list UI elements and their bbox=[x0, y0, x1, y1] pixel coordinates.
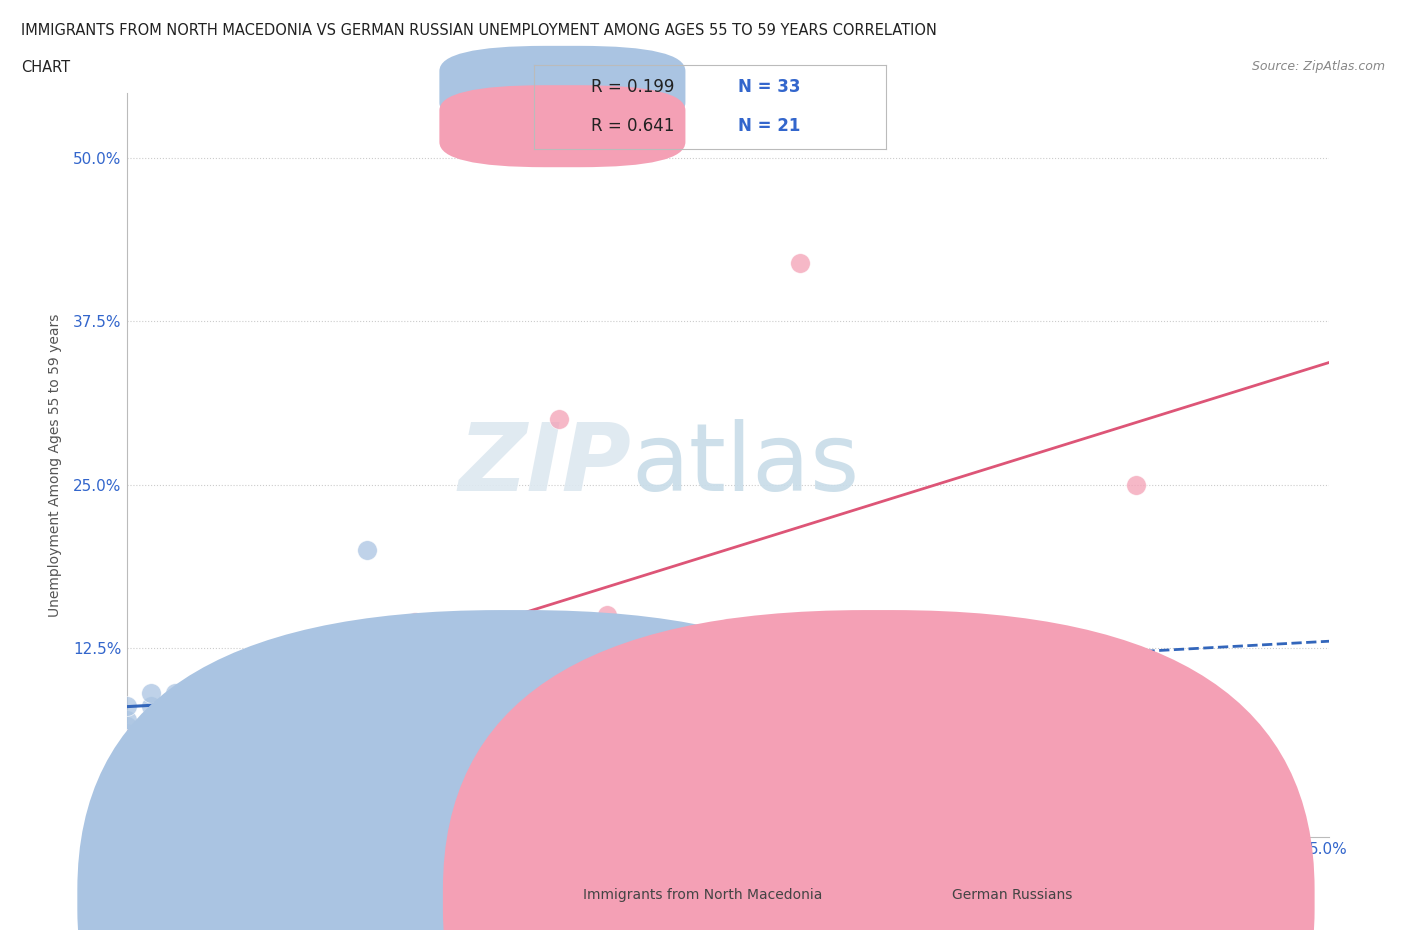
Point bbox=[356, 640, 378, 655]
Point bbox=[115, 712, 138, 727]
Point bbox=[235, 686, 259, 701]
Point bbox=[332, 673, 354, 688]
Point bbox=[115, 732, 138, 747]
Point bbox=[187, 699, 209, 714]
Point bbox=[187, 725, 209, 740]
Point bbox=[139, 725, 162, 740]
Point bbox=[644, 660, 666, 675]
Point bbox=[115, 732, 138, 747]
Point bbox=[501, 627, 523, 642]
Point bbox=[115, 745, 138, 760]
FancyBboxPatch shape bbox=[439, 86, 686, 167]
Text: R = 0.641: R = 0.641 bbox=[591, 117, 673, 135]
Y-axis label: Unemployment Among Ages 55 to 59 years: Unemployment Among Ages 55 to 59 years bbox=[48, 313, 62, 617]
Point bbox=[187, 706, 209, 721]
Point bbox=[716, 667, 740, 682]
Point bbox=[115, 725, 138, 740]
Point bbox=[284, 686, 307, 701]
Point bbox=[163, 725, 186, 740]
Point bbox=[501, 654, 523, 669]
Point bbox=[163, 732, 186, 747]
Point bbox=[260, 673, 283, 688]
Point bbox=[139, 751, 162, 766]
Point bbox=[956, 627, 979, 642]
Point bbox=[1125, 477, 1147, 492]
Point bbox=[596, 607, 619, 622]
Text: R = 0.199: R = 0.199 bbox=[591, 78, 673, 96]
Text: N = 33: N = 33 bbox=[738, 78, 800, 96]
Text: German Russians: German Russians bbox=[952, 887, 1073, 902]
Point bbox=[356, 542, 378, 557]
Point bbox=[139, 732, 162, 747]
Point bbox=[139, 712, 162, 727]
Point bbox=[115, 719, 138, 734]
Text: IMMIGRANTS FROM NORTH MACEDONIA VS GERMAN RUSSIAN UNEMPLOYMENT AMONG AGES 55 TO : IMMIGRANTS FROM NORTH MACEDONIA VS GERMA… bbox=[21, 23, 936, 38]
Text: Immigrants from North Macedonia: Immigrants from North Macedonia bbox=[583, 887, 823, 902]
Point bbox=[884, 673, 907, 688]
Point bbox=[548, 667, 571, 682]
Point bbox=[211, 725, 233, 740]
Point bbox=[404, 654, 426, 669]
Text: N = 21: N = 21 bbox=[738, 117, 800, 135]
Point bbox=[789, 667, 811, 682]
Point bbox=[1029, 680, 1052, 695]
FancyBboxPatch shape bbox=[439, 46, 686, 128]
Point bbox=[187, 712, 209, 727]
Point bbox=[163, 686, 186, 701]
Text: CHART: CHART bbox=[21, 60, 70, 75]
Point bbox=[139, 686, 162, 701]
Text: atlas: atlas bbox=[631, 419, 859, 511]
Point bbox=[163, 751, 186, 766]
Point bbox=[211, 680, 233, 695]
Point bbox=[139, 725, 162, 740]
Text: Source: ZipAtlas.com: Source: ZipAtlas.com bbox=[1251, 60, 1385, 73]
Point bbox=[260, 647, 283, 662]
Point bbox=[548, 412, 571, 427]
Point bbox=[716, 620, 740, 635]
Point bbox=[404, 614, 426, 629]
Point bbox=[308, 633, 330, 648]
Point bbox=[163, 712, 186, 727]
Point bbox=[451, 640, 474, 655]
Point bbox=[235, 751, 259, 766]
Text: ZIP: ZIP bbox=[458, 419, 631, 511]
Point bbox=[163, 699, 186, 714]
Point bbox=[789, 255, 811, 270]
Point bbox=[139, 699, 162, 714]
Point bbox=[115, 699, 138, 714]
Point bbox=[139, 719, 162, 734]
Point bbox=[1149, 680, 1171, 695]
